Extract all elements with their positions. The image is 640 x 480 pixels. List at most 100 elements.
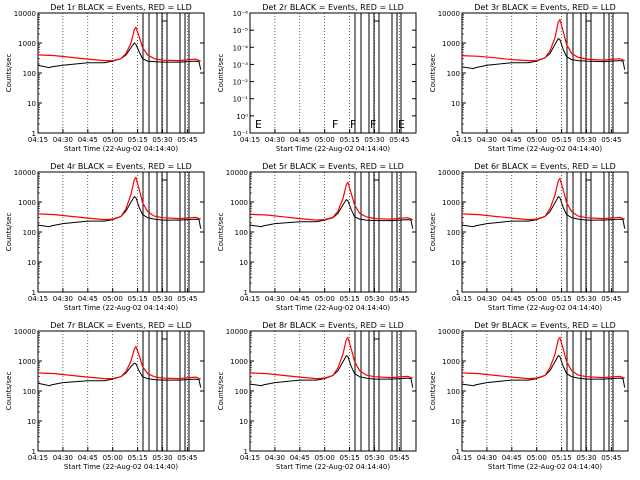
panel-title: Det 2r BLACK = Events, RED = LLD <box>262 3 404 12</box>
y-tick-label: 1 <box>244 289 248 297</box>
panel-det-9r: Det 9r BLACK = Events, RED = LLD 04:15 04:… <box>429 321 629 471</box>
x-tick-label: 05:45 <box>177 295 197 303</box>
x-tick-label: 04:45 <box>78 295 98 303</box>
y-tick-label: 10000 <box>226 169 248 177</box>
x-tick-label: 05:00 <box>315 295 335 303</box>
x-tick-label: 05:45 <box>389 454 409 462</box>
y-tick-label: 1 <box>32 289 36 297</box>
y-tick-label: 1000 <box>442 40 460 48</box>
panel-det-4r: Det 4r BLACK = Events, RED = LLD 04:15 04:… <box>5 162 205 312</box>
x-axis-label: Start Time (22-Aug-02 04:14:40) <box>488 145 602 153</box>
y-axis-label: Counts/sec <box>429 372 437 411</box>
y-tick-label: 10000 <box>438 328 460 336</box>
x-tick-label: 05:15 <box>128 295 148 303</box>
y-axis-label: Counts/sec <box>429 213 437 252</box>
series-line-events <box>461 355 626 388</box>
x-tick-label: 05:15 <box>340 136 360 144</box>
y-tick-label: 10000 <box>438 169 460 177</box>
y-tick-label: 1 <box>32 448 36 456</box>
x-tick-label: 04:15 <box>452 136 472 144</box>
y-tick-label: 10000 <box>14 10 36 18</box>
y-tick-label: 1 <box>456 448 460 456</box>
bracket-marker <box>161 14 167 22</box>
y-tick-label: 1000 <box>18 199 36 207</box>
x-axis-label: Start Time (22-Aug-02 04:14:40) <box>64 145 178 153</box>
x-tick-label: 05:30 <box>364 454 384 462</box>
x-tick-label: 05:30 <box>364 136 384 144</box>
panel-det-2r: Det 2r BLACK = Events, RED = LLD 04:15 04:… <box>217 3 417 153</box>
x-tick-label: 05:30 <box>576 295 596 303</box>
x-axis-label: Start Time (22-Aug-02 04:14:40) <box>276 145 390 153</box>
y-tick-label: 1 <box>456 130 460 138</box>
flag-marker: F <box>332 118 338 131</box>
bracket-marker <box>161 173 167 181</box>
y-tick-label: 1000 <box>442 358 460 366</box>
x-tick-label: 05:45 <box>601 454 621 462</box>
x-tick-label: 05:45 <box>389 136 409 144</box>
x-tick-label: 04:30 <box>53 454 73 462</box>
y-tick-label: 1000 <box>18 358 36 366</box>
bracket-marker <box>373 332 379 340</box>
panel-det-6r: Det 6r BLACK = Events, RED = LLD 04:15 04:… <box>429 162 629 312</box>
x-tick-label: 05:15 <box>552 454 572 462</box>
x-tick-label: 05:30 <box>152 136 172 144</box>
series-line-lld <box>461 177 625 221</box>
x-tick-label: 05:00 <box>103 295 123 303</box>
y-tick-label: 10000 <box>438 10 460 18</box>
y-tick-label: 10 <box>239 259 248 267</box>
y-tick-label: 100 <box>447 229 460 237</box>
panel-title: Det 1r BLACK = Events, RED = LLD <box>50 3 192 12</box>
x-tick-label: 05:30 <box>152 295 172 303</box>
x-axis-label: Start Time (22-Aug-02 04:14:40) <box>488 304 602 312</box>
y-tick-label: 10 <box>27 418 36 426</box>
series-line-events <box>461 196 626 229</box>
panel-title: Det 6r BLACK = Events, RED = LLD <box>474 162 616 171</box>
y-tick-label: 100 <box>23 70 36 78</box>
x-tick-label: 05:00 <box>103 454 123 462</box>
y-tick-label: 10 <box>451 259 460 267</box>
x-axis-label: Start Time (22-Aug-02 04:14:40) <box>276 304 390 312</box>
x-tick-label: 05:45 <box>177 454 197 462</box>
x-tick-label: 05:15 <box>552 136 572 144</box>
x-tick-label: 05:00 <box>527 136 547 144</box>
panel-det-3r: Det 3r BLACK = Events, RED = LLD 04:15 04:… <box>429 3 629 153</box>
y-tick-label: 10⁻⁶ <box>233 10 249 18</box>
y-tick-label: 10000 <box>14 169 36 177</box>
flag-marker: F <box>350 118 356 131</box>
x-tick-label: 04:15 <box>452 454 472 462</box>
series-line-events <box>249 355 414 388</box>
x-axis-label: Start Time (22-Aug-02 04:14:40) <box>488 463 602 471</box>
series-line-lld <box>461 336 625 380</box>
y-tick-label: 100 <box>235 229 248 237</box>
x-tick-label: 04:15 <box>28 454 48 462</box>
y-tick-label: 100 <box>447 70 460 78</box>
bracket-marker <box>585 332 591 340</box>
y-tick-label: 10⁻¹ <box>233 96 249 104</box>
x-tick-label: 04:30 <box>53 136 73 144</box>
x-tick-label: 05:15 <box>552 295 572 303</box>
y-tick-label: 10⁻³ <box>233 61 249 69</box>
x-axis-label: Start Time (22-Aug-02 04:14:40) <box>64 304 178 312</box>
panel-det-5r: Det 5r BLACK = Events, RED = LLD 04:15 04:… <box>217 162 417 312</box>
y-tick-label: 10000 <box>226 328 248 336</box>
panel-det-7r: Det 7r BLACK = Events, RED = LLD 04:15 04:… <box>5 321 205 471</box>
y-tick-label: 100 <box>23 388 36 396</box>
y-axis-label: Counts/sec <box>217 213 225 252</box>
x-tick-label: 04:30 <box>477 295 497 303</box>
series-line-events <box>37 196 202 229</box>
x-tick-label: 04:30 <box>53 295 73 303</box>
x-tick-label: 04:30 <box>265 136 285 144</box>
x-tick-label: 04:15 <box>240 136 260 144</box>
bracket-marker <box>585 14 591 22</box>
x-tick-label: 05:15 <box>128 454 148 462</box>
bracket-marker <box>373 173 379 181</box>
series-line-events <box>37 362 202 388</box>
x-tick-label: 04:45 <box>78 454 98 462</box>
x-axis-label: Start Time (22-Aug-02 04:14:40) <box>276 463 390 471</box>
x-tick-label: 05:00 <box>527 454 547 462</box>
y-axis-label: Counts/sec <box>5 213 13 252</box>
flag-marker: E <box>255 118 262 131</box>
x-tick-label: 05:00 <box>527 295 547 303</box>
x-tick-label: 05:00 <box>315 454 335 462</box>
y-axis-label: Counts/sec <box>217 54 225 93</box>
